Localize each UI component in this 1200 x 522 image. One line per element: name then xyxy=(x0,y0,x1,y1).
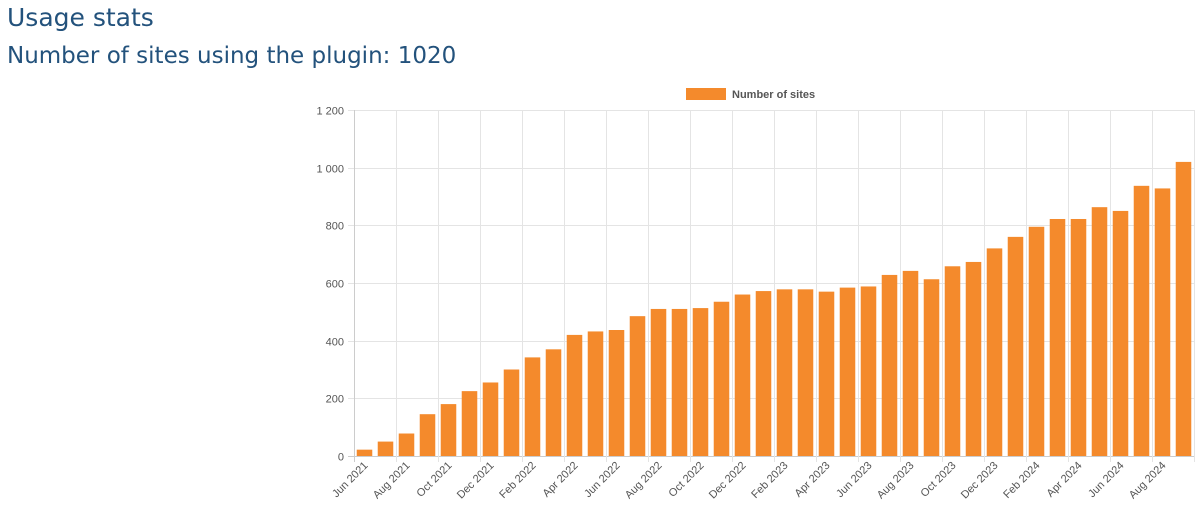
bar xyxy=(986,248,1003,456)
y-tick-label: 200 xyxy=(326,394,344,406)
x-tick-label: Feb 2022 xyxy=(497,460,538,501)
bar xyxy=(650,308,667,456)
bar xyxy=(797,289,814,456)
bar xyxy=(818,291,835,456)
bar xyxy=(1070,218,1087,456)
bar xyxy=(524,357,541,456)
page-subtitle: Number of sites using the plugin: 1020 xyxy=(7,43,456,69)
y-tick-label: 1 200 xyxy=(316,106,344,118)
x-tick-label: Apr 2024 xyxy=(1045,460,1085,500)
x-tick-label: Dec 2022 xyxy=(707,460,749,502)
y-tick-label: 0 xyxy=(338,452,344,464)
y-tick-label: 400 xyxy=(326,337,344,349)
x-tick-label: Apr 2023 xyxy=(793,460,833,500)
x-tick-label: Oct 2021 xyxy=(415,460,455,500)
x-tick-label: Jun 2024 xyxy=(1086,460,1126,500)
bar xyxy=(1175,161,1192,456)
legend[interactable]: Number of sites xyxy=(686,88,815,101)
x-tick-label: Aug 2023 xyxy=(875,460,917,502)
bars-layer xyxy=(356,161,1192,457)
bar xyxy=(1007,236,1024,456)
bar xyxy=(419,414,436,456)
legend-label[interactable]: Number of sites xyxy=(732,89,815,101)
legend-swatch[interactable] xyxy=(686,88,726,100)
x-tick-label: Dec 2023 xyxy=(959,460,1001,502)
x-tick-label: Feb 2024 xyxy=(1001,460,1042,501)
bar xyxy=(461,391,478,457)
x-tick-label: Aug 2024 xyxy=(1127,460,1169,502)
y-tick-label: 1 000 xyxy=(316,164,344,176)
subtitle-label: Number of sites using the plugin: xyxy=(7,43,391,69)
bar xyxy=(440,404,457,456)
page-title: Usage stats xyxy=(7,3,154,32)
bar xyxy=(545,349,562,456)
x-tick-label: Aug 2022 xyxy=(623,460,665,502)
bar xyxy=(629,316,646,456)
x-tick-label: Apr 2022 xyxy=(541,460,581,500)
bar xyxy=(1133,185,1150,456)
bar xyxy=(734,294,751,456)
x-tick-label: Aug 2021 xyxy=(371,460,413,502)
bar xyxy=(839,287,856,456)
bar xyxy=(923,279,940,456)
bar xyxy=(503,369,520,456)
site-count: 1020 xyxy=(397,43,457,69)
bar xyxy=(1028,226,1045,456)
bar xyxy=(713,301,730,456)
bar xyxy=(902,270,919,456)
x-tick-label: Jun 2023 xyxy=(834,460,874,500)
y-tick-label: 600 xyxy=(326,279,344,291)
bar xyxy=(1154,188,1171,456)
x-tick-label: Oct 2022 xyxy=(667,460,707,500)
bar xyxy=(860,286,877,456)
x-tick-label: Oct 2023 xyxy=(919,460,959,500)
bar xyxy=(692,308,709,456)
bar xyxy=(482,382,499,456)
y-tick-label: 800 xyxy=(326,221,344,233)
bar xyxy=(566,334,583,456)
x-tick-label: Jun 2022 xyxy=(582,460,622,500)
bar xyxy=(944,266,961,456)
bar xyxy=(1049,218,1066,456)
bar xyxy=(587,331,604,456)
bar xyxy=(755,291,772,456)
bar xyxy=(881,274,898,456)
x-tick-label: Feb 2023 xyxy=(749,460,790,501)
bar xyxy=(356,449,373,456)
bar xyxy=(1112,210,1129,456)
bar xyxy=(377,441,394,456)
bar xyxy=(608,330,625,456)
bar xyxy=(1091,207,1108,456)
bar xyxy=(671,308,688,456)
bar xyxy=(776,289,793,456)
bar xyxy=(398,433,415,456)
x-tick-label: Jun 2021 xyxy=(330,460,370,500)
x-tick-label: Dec 2021 xyxy=(455,460,497,502)
bar xyxy=(965,261,982,456)
